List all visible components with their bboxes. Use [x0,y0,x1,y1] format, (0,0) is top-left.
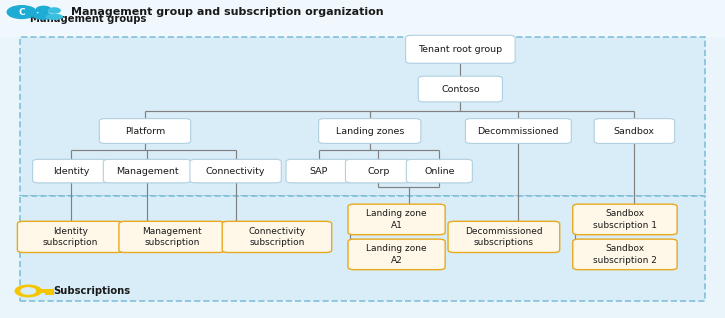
Bar [0,0,725,37]
Text: Management groups: Management groups [30,14,147,24]
FancyBboxPatch shape [594,119,674,143]
FancyBboxPatch shape [405,35,515,63]
Text: Decommissioned
subscriptions: Decommissioned subscriptions [465,227,543,247]
FancyBboxPatch shape [346,159,412,183]
Text: Decommissioned: Decommissioned [478,127,559,135]
Text: Identity
subscription: Identity subscription [43,227,98,247]
FancyBboxPatch shape [573,239,677,270]
Ellipse shape [34,13,53,19]
FancyBboxPatch shape [33,159,109,183]
FancyBboxPatch shape [418,76,502,102]
Text: Management: Management [116,167,178,176]
FancyBboxPatch shape [286,159,352,183]
Bar [32,289,54,293]
Text: Online: Online [424,167,455,176]
Text: C: C [18,8,25,17]
Text: Sandbox
subscription 2: Sandbox subscription 2 [593,244,657,265]
Text: Tenant root group: Tenant root group [418,45,502,54]
FancyBboxPatch shape [406,159,473,183]
Circle shape [7,6,36,18]
Circle shape [21,288,36,294]
Text: Contoso: Contoso [441,85,480,93]
FancyBboxPatch shape [190,159,281,183]
Text: Connectivity: Connectivity [206,167,265,176]
FancyBboxPatch shape [20,37,705,196]
Text: SAP: SAP [310,167,328,176]
FancyBboxPatch shape [465,119,571,143]
Circle shape [49,8,60,13]
FancyBboxPatch shape [318,119,420,143]
Text: Subscriptions: Subscriptions [53,286,130,296]
Text: Sandbox: Sandbox [614,127,655,135]
Text: Platform: Platform [125,127,165,135]
FancyBboxPatch shape [17,221,123,252]
Text: Connectivity
subscription: Connectivity subscription [249,227,305,247]
FancyBboxPatch shape [104,159,191,183]
FancyBboxPatch shape [448,221,560,252]
FancyBboxPatch shape [99,119,191,143]
Text: Management
subscription: Management subscription [142,227,202,247]
Text: Identity: Identity [53,167,89,176]
FancyBboxPatch shape [222,221,331,252]
FancyBboxPatch shape [119,221,225,252]
Text: Management group and subscription organization: Management group and subscription organi… [71,7,384,17]
Text: Landing zone
A1: Landing zone A1 [366,209,427,230]
Bar [45,293,50,295]
FancyBboxPatch shape [20,196,705,301]
Text: Landing zone
A2: Landing zone A2 [366,244,427,265]
FancyBboxPatch shape [573,204,677,235]
Text: Corp: Corp [368,167,389,176]
FancyBboxPatch shape [348,239,445,270]
FancyBboxPatch shape [348,204,445,235]
Bar [49,293,54,295]
Text: Sandbox
subscription 1: Sandbox subscription 1 [593,209,657,230]
Circle shape [15,285,41,297]
Text: Landing zones: Landing zones [336,127,404,135]
Circle shape [36,6,51,13]
Ellipse shape [46,15,62,19]
